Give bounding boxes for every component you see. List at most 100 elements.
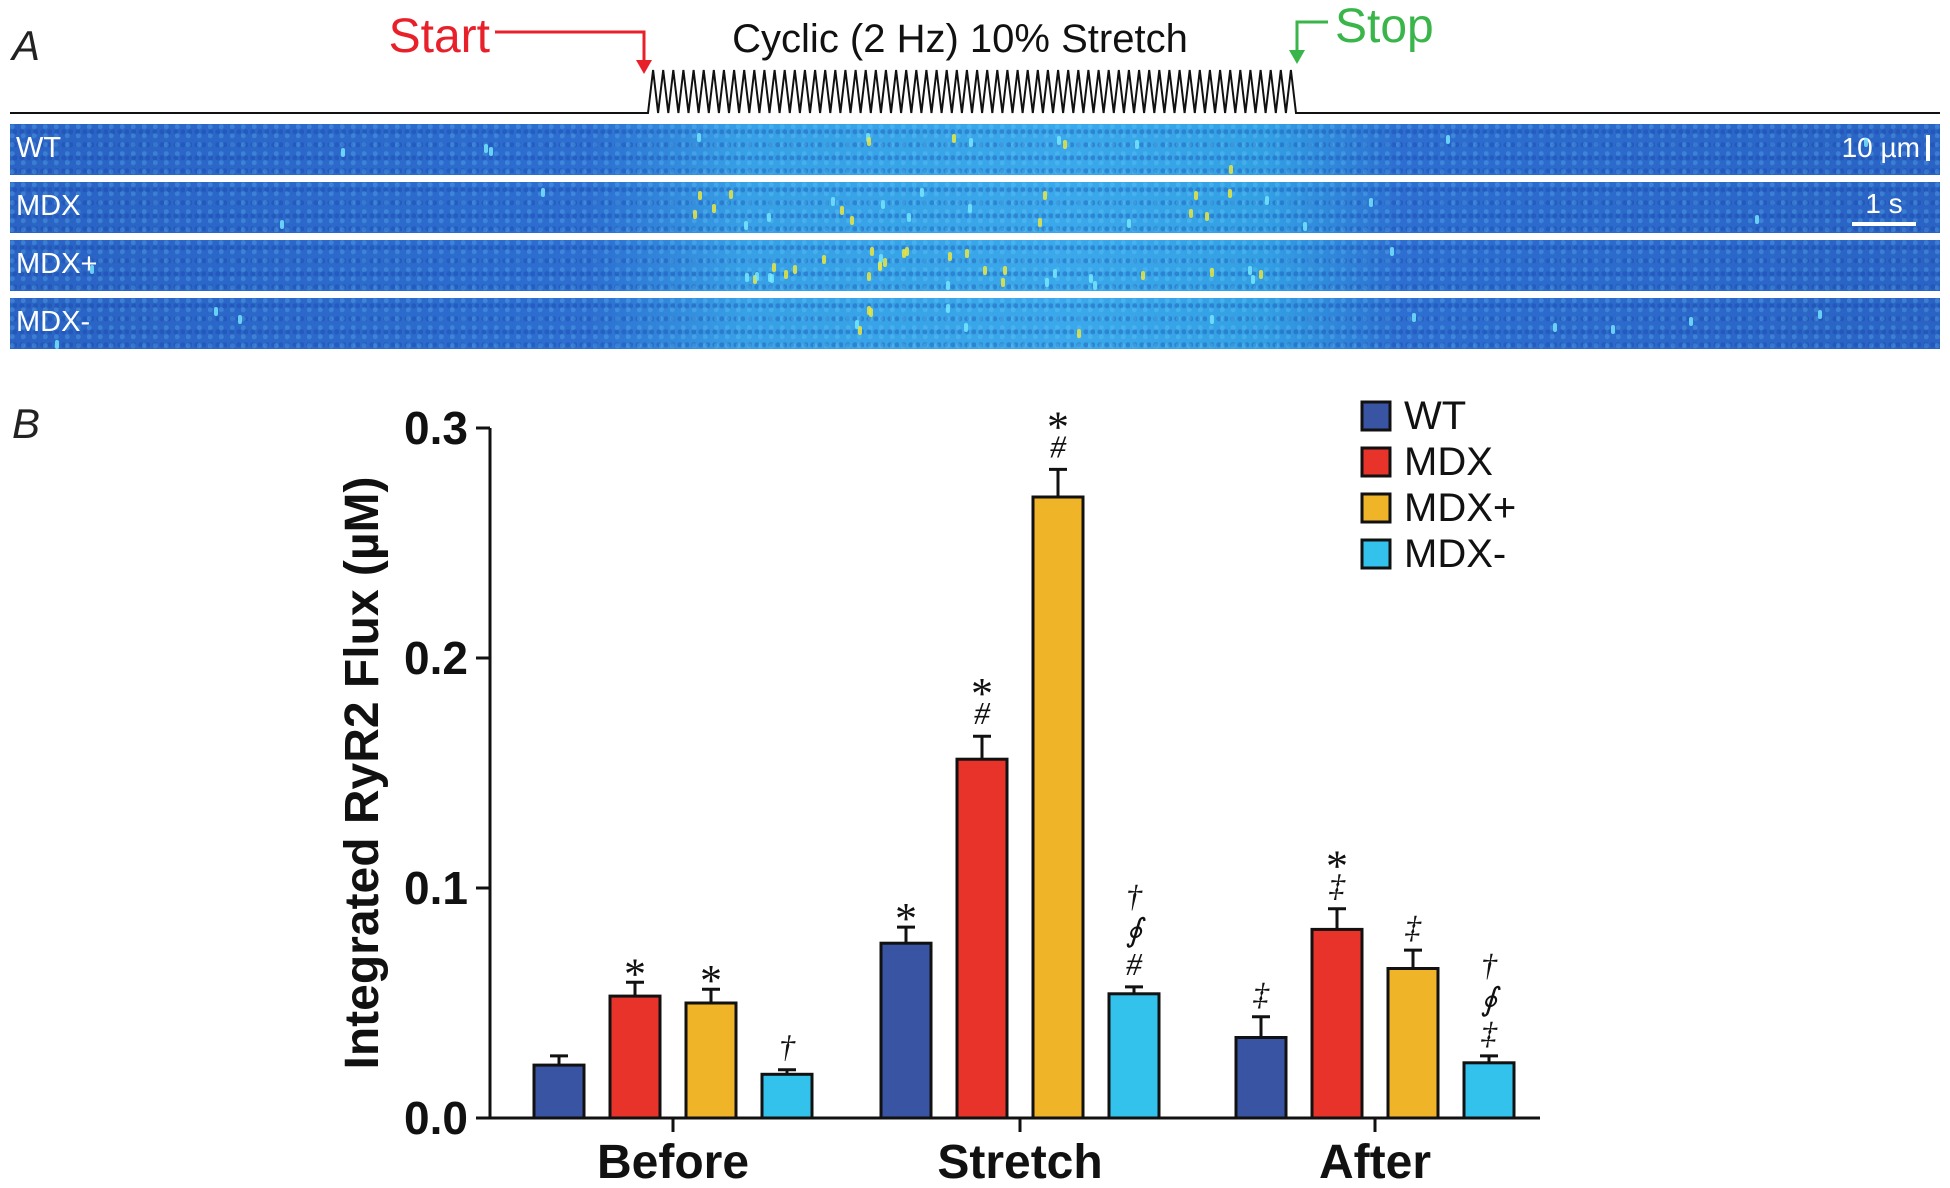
calcium-spark <box>1093 281 1097 290</box>
calcium-spark <box>1053 269 1057 278</box>
legend-label-mdx: MDX <box>1404 440 1493 484</box>
legend-label-wt: WT <box>1404 394 1466 438</box>
significance-marker: † <box>1126 878 1143 914</box>
legend-swatch-mdx-minus <box>1360 538 1392 570</box>
legend-swatch-mdx <box>1360 446 1392 478</box>
calcium-spark <box>822 255 826 264</box>
panel-a-letter: A <box>12 22 41 69</box>
time-scale-bar: 1 s <box>1852 188 1916 226</box>
calcium-spark <box>1818 310 1822 319</box>
calcium-spark <box>870 247 874 256</box>
calcium-spark <box>1210 268 1214 277</box>
calcium-spark <box>1259 270 1263 279</box>
calcium-spark <box>770 274 774 283</box>
calcium-spark <box>1390 247 1394 256</box>
linescan-strip-mdx-plus: MDX+ <box>10 240 1940 291</box>
calcium-spark <box>1045 278 1049 287</box>
significance-marker: ‡ <box>1405 909 1422 945</box>
linescan-strip-mdx-minus: MDX- <box>10 298 1940 349</box>
stop-arrow-icon <box>1295 20 1328 58</box>
space-scale-bar: 10 µm <box>1842 132 1930 164</box>
bar-wt-stretch <box>879 941 933 1120</box>
calcium-spark <box>1089 274 1093 283</box>
legend-swatch-wt <box>1360 400 1392 432</box>
significance-marker: ‡ <box>1329 868 1346 904</box>
calcium-spark <box>1038 218 1042 227</box>
calcium-spark <box>878 262 882 271</box>
y-tick-label: 0.0 <box>404 1092 468 1144</box>
chart-annotations: * *†*#*#*#∮†‡‡*‡‡∮† <box>624 402 1502 1064</box>
calcium-spark <box>968 204 972 213</box>
significance-marker: * <box>971 669 993 718</box>
y-tick-label: 0.1 <box>404 862 468 914</box>
significance-marker: # <box>1126 946 1143 982</box>
significance-marker: † <box>1481 947 1498 983</box>
calcium-spark <box>280 220 284 229</box>
calcium-spark <box>867 137 871 146</box>
panel-a: A Start Cyclic (2 Hz) 10% Stretch Stop W… <box>0 0 1950 350</box>
calcium-spark <box>946 281 950 290</box>
calcium-spark <box>855 320 859 329</box>
stop-arrowhead-icon <box>1289 50 1305 64</box>
x-tick-label: Stretch <box>937 1136 1102 1188</box>
significance-marker: * <box>700 956 722 1005</box>
linescan-texture <box>10 124 1940 175</box>
start-arrow-icon <box>495 30 646 68</box>
calcium-spark <box>1189 209 1193 218</box>
calcium-spark <box>55 340 59 349</box>
calcium-spark <box>1755 215 1759 224</box>
bar-mdx-plus-stretch <box>1031 495 1085 1120</box>
chart-axes: 0.0 0.1 0.2 0.3 Before Stretch After <box>404 402 1540 1188</box>
calcium-spark <box>767 213 771 222</box>
calcium-spark <box>90 265 94 274</box>
calcium-spark <box>697 133 701 142</box>
legend-label-mdx-minus: MDX- <box>1404 532 1506 576</box>
significance-marker: * <box>895 894 917 943</box>
calcium-spark <box>744 221 748 230</box>
bar-mdx-minus-stretch <box>1107 992 1161 1120</box>
bar-mdx-minus-after <box>1462 1061 1516 1120</box>
calcium-spark <box>867 272 871 281</box>
calcium-spark <box>1248 266 1252 275</box>
calcium-spark <box>1001 278 1005 287</box>
calcium-spark <box>902 249 906 258</box>
linescan-texture <box>10 240 1940 291</box>
x-tick-label: After <box>1319 1136 1431 1188</box>
calcium-spark <box>214 307 218 316</box>
calcium-spark <box>858 326 862 335</box>
significance-marker: ∮ <box>1481 981 1502 1017</box>
calcium-spark <box>1141 271 1145 280</box>
stretch-waveform <box>10 69 1940 114</box>
calcium-spark <box>1043 191 1047 200</box>
strip-label-mdx-plus: MDX+ <box>16 248 98 280</box>
bar-mdx-plus-before <box>684 1001 738 1120</box>
calcium-spark <box>1689 317 1693 326</box>
calcium-spark <box>952 134 956 143</box>
calcium-spark <box>1611 325 1615 334</box>
calcium-spark <box>541 188 545 197</box>
linescan-strip-wt: WT 10 µm <box>10 124 1940 175</box>
calcium-spark <box>768 273 772 282</box>
calcium-spark <box>1369 198 1373 207</box>
calcium-spark <box>840 206 844 215</box>
calcium-spark <box>831 197 835 206</box>
y-tick-label: 0.3 <box>404 402 468 454</box>
calcium-spark <box>1194 191 1198 200</box>
calcium-spark <box>965 249 969 258</box>
calcium-spark <box>983 266 987 275</box>
calcium-spark <box>1553 323 1557 332</box>
calcium-spark <box>1228 189 1232 198</box>
significance-marker: # <box>974 695 991 731</box>
calcium-spark <box>1210 315 1214 324</box>
linescan-texture <box>10 298 1940 349</box>
bar-mdx-plus-after <box>1386 967 1440 1120</box>
strip-label-mdx-minus: MDX- <box>16 306 91 338</box>
stop-label: Stop <box>1335 0 1434 53</box>
calcium-spark <box>693 210 697 219</box>
strip-label-wt: WT <box>16 132 62 164</box>
chart-bars <box>532 467 1516 1120</box>
significance-marker: # <box>1050 428 1067 464</box>
significance-marker: ∮ <box>1126 912 1147 948</box>
stretch-protocol-trace: Start Cyclic (2 Hz) 10% Stretch Stop <box>10 0 1940 114</box>
